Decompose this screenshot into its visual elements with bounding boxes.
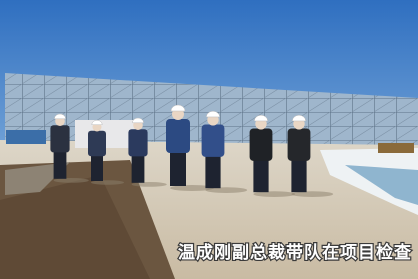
caption: 温成刚副总裁带队在项目检查 xyxy=(178,242,412,263)
legs xyxy=(54,148,67,178)
coat xyxy=(88,131,106,157)
coat xyxy=(250,129,273,161)
page: 温成刚副总裁带队在项目检查 (() => { const data = JSON… xyxy=(0,0,418,279)
coat xyxy=(166,119,190,153)
coat xyxy=(202,125,225,157)
coat xyxy=(50,125,69,152)
legs xyxy=(291,156,306,192)
legs xyxy=(253,156,268,192)
legs xyxy=(132,152,145,182)
photo: 温成刚副总裁带队在项目检查 xyxy=(0,0,418,279)
legs xyxy=(205,152,220,188)
blue-cover xyxy=(6,130,46,144)
coat xyxy=(288,129,311,161)
legs xyxy=(91,153,103,182)
legs xyxy=(170,148,186,186)
vehicle xyxy=(378,143,414,153)
coat xyxy=(128,129,147,156)
